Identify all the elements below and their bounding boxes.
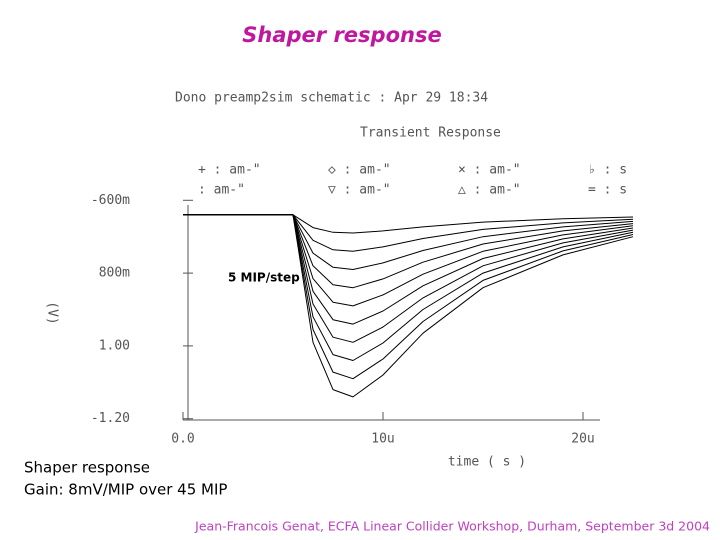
- legend-text: △ : am-": [458, 183, 521, 198]
- chart-title: Transient Response: [360, 126, 501, 141]
- series-line: [183, 214, 634, 234]
- y-tick-label: -600m: [91, 193, 130, 208]
- legend-text: ♭ : s: [588, 163, 627, 178]
- series-line: [183, 214, 634, 289]
- footer: Jean-Francois Genat, ECFA Linear Collide…: [194, 519, 710, 534]
- legend-text: ▽ : am-": [328, 183, 391, 198]
- x-tick-label: 0.0: [171, 432, 194, 447]
- caption-line: Shaper response: [24, 459, 150, 477]
- legend-text: × : am-": [458, 163, 521, 178]
- y-axis-label: (V): [45, 301, 60, 324]
- chart-header: Dono preamp2sim schematic : Apr 29 18:34: [175, 91, 488, 106]
- legend-text: = : s: [588, 183, 627, 198]
- caption-line: Gain: 8mV/MIP over 45 MIP: [24, 481, 227, 499]
- legend-text: ◇ : am-": [328, 163, 391, 178]
- series-line: [183, 214, 634, 343]
- series-line: [183, 214, 634, 325]
- x-axis-label: time ( s ): [448, 455, 526, 470]
- series-line: [183, 214, 634, 252]
- series-line: [183, 214, 634, 398]
- x-tick-label: 20u: [571, 432, 594, 447]
- legend-text: + : am-": [198, 163, 261, 178]
- y-tick-label: 1.00: [99, 338, 130, 353]
- series-line: [183, 214, 634, 380]
- series-line: [183, 214, 634, 361]
- x-tick-label: 10u: [371, 432, 394, 447]
- y-tick-label: -1.20: [91, 411, 130, 426]
- annotation: 5 MIP/step: [228, 271, 300, 285]
- series-line: [183, 214, 634, 307]
- legend-text: : am-": [198, 183, 245, 198]
- slide-title: Shaper response: [242, 23, 441, 47]
- y-tick-label: 800m: [99, 266, 130, 281]
- series-line: [183, 214, 634, 270]
